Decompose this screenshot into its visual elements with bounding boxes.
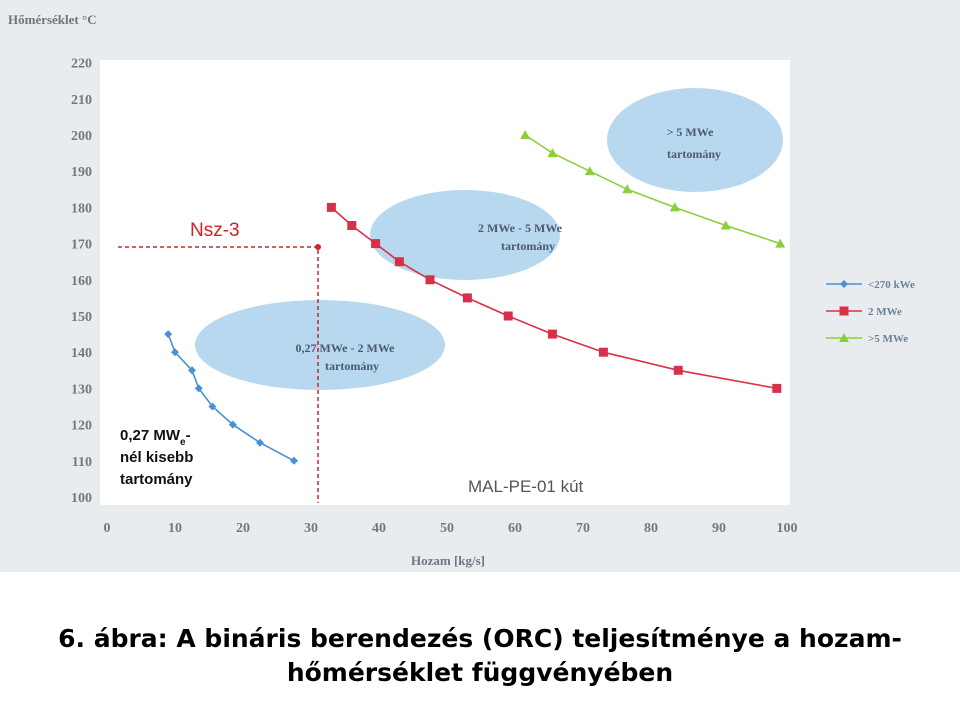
data-point-series-0 xyxy=(188,366,196,375)
data-point-series-2 xyxy=(622,184,633,194)
y-axis-label: Hőmérséklet °C xyxy=(8,12,97,27)
data-point-series-1 xyxy=(326,202,336,212)
region-ellipse-low xyxy=(195,300,445,390)
y-tick-label: 140 xyxy=(71,346,92,361)
data-point-series-1 xyxy=(503,311,513,321)
data-point-series-0 xyxy=(228,420,237,429)
figure-caption: 6. ábra: A bináris berendezés (ORC) telj… xyxy=(0,622,960,690)
x-tick-label: 100 xyxy=(777,521,798,536)
y-tick-label: 190 xyxy=(71,165,92,180)
data-point-series-1 xyxy=(371,239,381,249)
data-point-series-0 xyxy=(164,330,173,339)
data-point-series-0 xyxy=(290,456,298,465)
data-point-series-2 xyxy=(520,130,531,139)
y-tick-label: 170 xyxy=(71,238,92,253)
region-label-low-2: tartomány xyxy=(325,359,379,373)
data-point-series-1 xyxy=(772,383,782,393)
x-tick-label: 90 xyxy=(712,521,726,536)
y-tick-label: 220 xyxy=(71,57,92,72)
y-tick-label: 150 xyxy=(71,310,92,325)
x-tick-label: 50 xyxy=(440,521,454,536)
region-label-high-1: > 5 MWe xyxy=(667,125,715,139)
legend-label-0: <270 kWe xyxy=(868,279,915,291)
data-point-series-1 xyxy=(462,293,472,303)
nsz-point xyxy=(315,244,321,250)
y-tick-label: 180 xyxy=(71,201,92,216)
legend-marker-0 xyxy=(840,280,848,288)
caption-line-2: hőmérséklet függvényében xyxy=(286,658,674,687)
well-label: MAL-PE-01 kút xyxy=(468,477,584,496)
series-layer xyxy=(164,130,786,465)
legend-label-2: >5 MWe xyxy=(868,333,908,345)
region-ellipse-high xyxy=(607,88,783,192)
region-label-high-2: tartomány xyxy=(667,147,721,161)
small-range-line3: tartomány xyxy=(120,471,193,488)
x-tick-label: 10 xyxy=(168,521,182,536)
data-point-series-1 xyxy=(347,221,357,230)
y-tick-label: 100 xyxy=(71,491,92,506)
region-label-mid-1: 2 MWe - 5 MWe xyxy=(478,221,563,235)
small-range-line2: nél kisebb xyxy=(120,449,193,466)
legend-label-1: 2 MWe xyxy=(868,306,902,318)
data-point-series-1 xyxy=(425,275,435,285)
data-point-series-2 xyxy=(547,148,558,158)
data-point-series-2 xyxy=(669,202,680,212)
data-point-series-0 xyxy=(256,438,264,447)
data-point-series-0 xyxy=(208,402,217,411)
chart-svg: 0,27 MWe - 2 MWe tartomány 2 MWe - 5 MWe… xyxy=(8,12,915,568)
x-tick-label: 30 xyxy=(304,521,318,536)
x-tick-label: 70 xyxy=(576,521,590,536)
x-tick-label: 80 xyxy=(644,521,658,536)
data-point-series-2 xyxy=(775,238,786,248)
y-ticks: 100 110 120 130 140 150 160 170 180 190 200 210 220 xyxy=(71,57,92,506)
data-point-series-0 xyxy=(194,384,203,393)
x-tick-label: 60 xyxy=(508,521,522,536)
chart-figure: 0,27 MWe - 2 MWe tartomány 2 MWe - 5 MWe… xyxy=(0,0,960,687)
region-label-mid-2: tartomány xyxy=(501,239,555,253)
y-tick-label: 110 xyxy=(72,455,92,470)
legend-marker-2 xyxy=(839,333,849,342)
data-point-series-1 xyxy=(547,329,557,339)
data-point-series-1 xyxy=(673,365,683,375)
data-point-series-1 xyxy=(394,257,404,267)
legend-marker-1 xyxy=(839,306,849,316)
y-tick-label: 120 xyxy=(71,419,92,434)
data-point-series-2 xyxy=(584,166,595,176)
y-tick-label: 130 xyxy=(71,382,92,397)
region-label-low-1: 0,27 MWe - 2 MWe xyxy=(296,341,396,355)
y-tick-label: 160 xyxy=(71,274,92,289)
legend: <270 kWe 2 MWe >5 MWe xyxy=(826,279,915,345)
small-range-line1: 0,27 MWe- xyxy=(120,427,191,448)
y-tick-label: 200 xyxy=(71,129,92,144)
series-line-0 xyxy=(167,333,295,462)
data-point-series-0 xyxy=(171,348,179,357)
x-ticks: 0 10 20 30 40 50 60 70 80 90 100 xyxy=(104,521,798,536)
x-tick-label: 0 xyxy=(104,521,111,536)
region-ellipse-mid xyxy=(370,190,560,280)
x-tick-label: 20 xyxy=(236,521,250,536)
nsz-label: Nsz-3 xyxy=(190,220,240,241)
x-tick-label: 40 xyxy=(372,521,386,536)
x-axis-label: Hozam [kg/s] xyxy=(411,553,485,568)
caption-line-1: 6. ábra: A bináris berendezés (ORC) telj… xyxy=(58,624,902,653)
data-point-series-1 xyxy=(598,347,608,357)
y-tick-label: 210 xyxy=(71,93,92,108)
data-point-series-2 xyxy=(720,220,731,230)
